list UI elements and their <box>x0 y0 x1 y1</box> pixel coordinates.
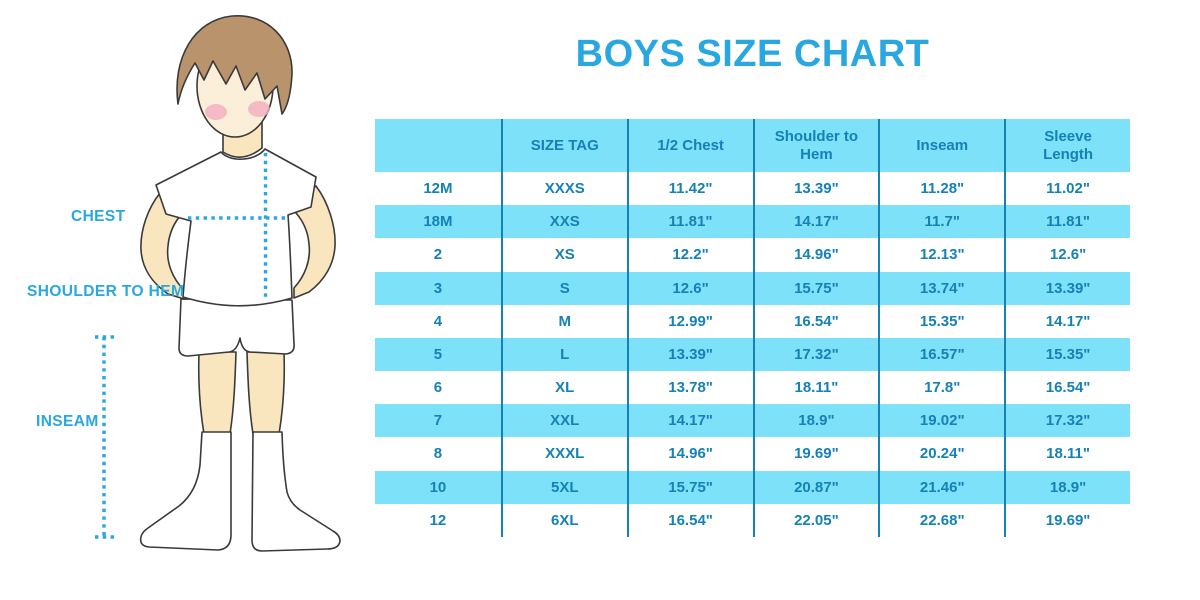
table-cell: 19.02" <box>878 404 1005 438</box>
table-cell: 11.7" <box>878 205 1005 239</box>
table-cell: 20.87" <box>752 470 879 504</box>
row-size-label: 5 <box>375 337 501 372</box>
table-cell: 12.6" <box>1004 238 1130 272</box>
row-size-label: 12 <box>429 511 447 529</box>
table-cell: XXXL <box>500 437 627 471</box>
table-cell: 16.57" <box>878 337 1005 372</box>
table-cell: 19.69" <box>752 437 879 471</box>
table-cell: 12.6" <box>626 271 753 305</box>
table-cell: 20.24" <box>878 437 1004 471</box>
table-cell: 16.54" <box>752 304 879 338</box>
table-cell: 13.39" <box>1004 271 1130 305</box>
table-cell: 11.02" <box>1004 172 1130 206</box>
chest-label: CHEST <box>71 208 126 225</box>
table-cell: 22.68" <box>878 503 1004 537</box>
row-size-label: 3 <box>375 271 501 305</box>
table-cell: 17.8" <box>878 371 1004 405</box>
table-cell: 18.9" <box>752 404 879 438</box>
table-cell: 12.13" <box>878 238 1004 272</box>
table-cell: 15.35" <box>878 304 1004 338</box>
boy-illustration <box>95 15 341 552</box>
row-size-label: 18M <box>375 205 501 239</box>
boy-cheek-left <box>205 104 227 120</box>
page-title: BOYS SIZE CHART <box>575 33 930 75</box>
boy-shirt <box>155 148 317 307</box>
table-cell: 15.75" <box>626 470 753 504</box>
table-cell: M <box>500 304 627 338</box>
table-cell: 17.32" <box>752 337 879 372</box>
table-cell: XL <box>500 371 627 405</box>
table-cell: 17.32" <box>1004 404 1130 438</box>
table-cell: 18.11" <box>1004 437 1130 471</box>
boy-left-leg <box>197 351 237 435</box>
table-cell: 12.2" <box>626 238 753 272</box>
table-cell: 16.54" <box>1004 371 1130 405</box>
table-cell: L <box>500 337 627 372</box>
table-cell: 16.54" <box>626 503 753 537</box>
column-header: Sleeve Length <box>1004 119 1130 172</box>
table-cell: 14.17" <box>626 404 753 438</box>
table-cell: 15.75" <box>752 271 879 305</box>
row-size-label: 2 <box>433 246 443 264</box>
table-cell: 13.39" <box>626 337 753 372</box>
table-cell: 21.46" <box>878 470 1005 504</box>
table-cell: 11.81" <box>1004 205 1130 239</box>
measurement-lines <box>95 153 287 539</box>
boy-right-sock <box>251 431 341 552</box>
table-cell: 14.17" <box>1004 304 1130 338</box>
row-size-label: 7 <box>375 404 501 438</box>
row-size-label: 10 <box>375 470 501 504</box>
table-cell: 14.96" <box>626 437 753 471</box>
table-cell: XS <box>500 238 627 272</box>
column-header: Inseam <box>878 119 1005 172</box>
boy-shorts <box>178 298 295 357</box>
size-table: SIZE TAG 1/2 Chest Shoulder to Hem Inseam Sl… <box>375 119 1130 537</box>
shoulder-to-hem-label: SHOULDER TO HEM <box>27 283 185 300</box>
boy-cheek-right <box>248 101 270 117</box>
table-cell: 13.78" <box>626 371 753 405</box>
row-size-label: 8 <box>433 445 443 463</box>
table-cell: 11.81" <box>626 205 753 239</box>
table-cell: 13.39" <box>752 172 879 206</box>
table-cell: 14.96" <box>752 238 879 272</box>
table-cell: 12.99" <box>626 304 753 338</box>
table-cell: 19.69" <box>1004 503 1130 537</box>
table-cell: XXL <box>500 404 627 438</box>
column-header: 1/2 Chest <box>626 119 753 172</box>
table-cell: 22.05" <box>752 503 879 537</box>
table-cell: 13.74" <box>878 271 1005 305</box>
row-size-label: 12M <box>423 180 453 198</box>
table-cell: 5XL <box>500 470 627 504</box>
table-cell: 14.17" <box>752 205 879 239</box>
table-cell: 18.9" <box>1004 470 1130 504</box>
boy-figure <box>139 15 341 552</box>
column-header: SIZE TAG <box>500 119 627 172</box>
table-cell: 11.42" <box>626 172 753 206</box>
table-cell: XXXS <box>500 172 627 206</box>
table-cell: XXS <box>500 205 627 239</box>
table-cell: 11.28" <box>878 172 1004 206</box>
table-cell: S <box>500 271 627 305</box>
boy-left-sock <box>139 431 232 551</box>
table-cell: 15.35" <box>1004 337 1130 372</box>
table-cell: 6XL <box>500 503 627 537</box>
column-header-empty <box>375 119 501 172</box>
boy-right-leg <box>246 351 286 435</box>
inseam-label: INSEAM <box>36 413 99 430</box>
column-header: Shoulder to Hem <box>752 119 879 172</box>
boy-hair <box>176 15 293 115</box>
row-size-label: 4 <box>433 312 443 330</box>
table-cell: 18.11" <box>752 371 879 405</box>
row-size-label: 6 <box>433 379 443 397</box>
